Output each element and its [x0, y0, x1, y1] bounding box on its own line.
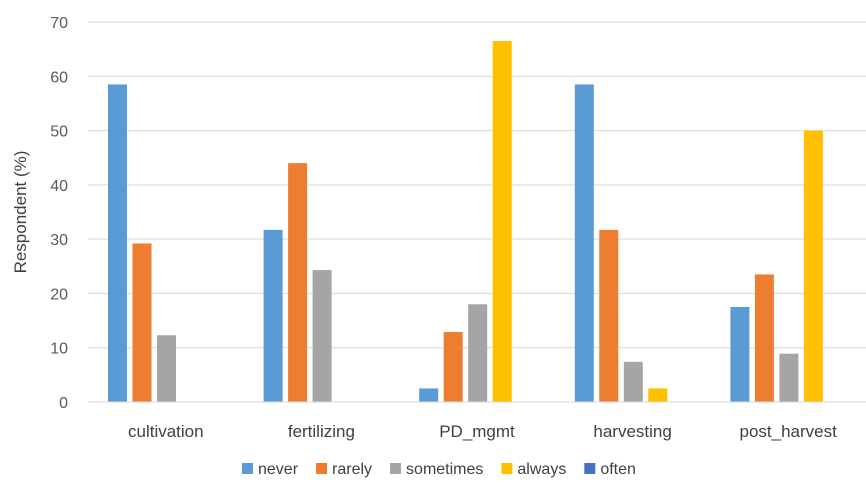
y-tick-label: 60 [50, 69, 68, 86]
x-tick-label: PD_mgmt [439, 422, 515, 441]
bar-always-post_harvest [803, 130, 823, 403]
y-tick-label: 50 [50, 124, 68, 141]
bar-never-harvesting [574, 84, 594, 402]
bar-sometimes-post_harvest [779, 353, 799, 402]
y-tick-label: 30 [50, 232, 68, 249]
bar-rarely-post_harvest [754, 274, 774, 402]
legend-swatch-rarely [316, 463, 328, 474]
y-tick-labels: 0 10 20 30 40 50 60 70 [50, 15, 68, 412]
legend-label-never: never [258, 461, 299, 478]
bar-sometimes-harvesting [623, 361, 643, 402]
bar-always-PD_mgmt [492, 41, 512, 402]
legend-swatch-often [584, 463, 596, 474]
legend: never rarely sometimes always often [242, 461, 636, 478]
bar-always-harvesting [648, 388, 668, 402]
bar-rarely-PD_mgmt [443, 331, 463, 402]
bar-never-PD_mgmt [419, 388, 439, 402]
bar-never-post_harvest [730, 307, 750, 402]
y-axis-title: Respondent (%) [11, 151, 30, 274]
legend-label-often: often [600, 461, 636, 478]
y-tick-label: 10 [50, 341, 68, 358]
y-tick-label: 0 [59, 395, 68, 412]
bar-never-fertilizing [263, 229, 283, 402]
legend-swatch-always [501, 463, 513, 474]
category-labels: cultivation fertilizing PD_mgmt harvesting p… [128, 422, 837, 441]
legend-swatch-sometimes [390, 463, 402, 474]
bar-sometimes-PD_mgmt [468, 304, 488, 402]
x-tick-label: harvesting [593, 422, 671, 441]
bar-sometimes-cultivation [157, 335, 176, 402]
y-tick-label: 40 [50, 178, 68, 195]
y-tick-label: 20 [50, 286, 68, 303]
bar-rarely-fertilizing [288, 163, 308, 402]
bar-rarely-harvesting [599, 229, 619, 402]
x-tick-label: fertilizing [288, 422, 355, 441]
legend-label-always: always [517, 461, 566, 478]
bar-rarely-cultivation [132, 243, 152, 402]
bar-sometimes-fertilizing [312, 270, 332, 402]
y-tick-label: 70 [50, 15, 68, 32]
x-tick-label: cultivation [128, 422, 204, 441]
bars [108, 41, 823, 403]
gridlines [88, 21, 866, 349]
legend-label-rarely: rarely [332, 461, 372, 478]
legend-label-sometimes: sometimes [406, 461, 483, 478]
x-tick-label: post_harvest [740, 422, 838, 441]
bar-never-cultivation [108, 84, 127, 402]
legend-swatch-never [242, 463, 253, 474]
